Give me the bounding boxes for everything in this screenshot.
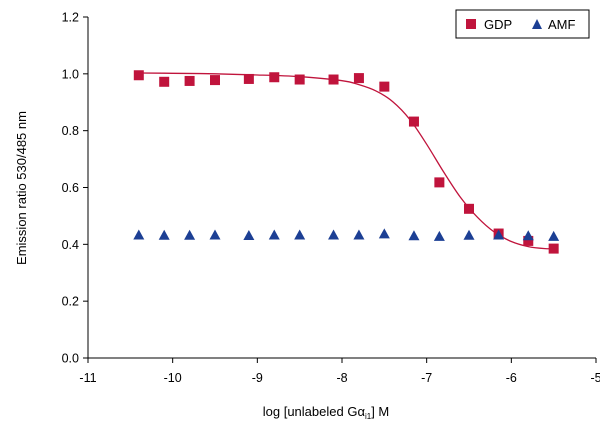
y-tick-label: 0.0	[62, 352, 79, 366]
gdp-point	[379, 81, 390, 92]
legend: GDP AMF	[455, 9, 590, 39]
amf-point	[184, 229, 196, 240]
x-tick-label: -10	[164, 371, 182, 385]
amf-point	[408, 230, 420, 241]
gdp-point	[243, 73, 254, 84]
x-tick-label: -7	[421, 371, 432, 385]
x-ticks: -11 -10 -9 -8 -7 -6 -5	[79, 358, 600, 385]
y-tick-label: 0.2	[62, 295, 79, 309]
legend-amf-marker	[532, 19, 542, 29]
gdp-point	[328, 74, 339, 85]
gdp-point	[269, 72, 280, 83]
amf-point	[493, 229, 505, 240]
x-tick-label: -6	[506, 371, 517, 385]
amf-point	[243, 230, 255, 241]
amf-point	[548, 230, 560, 241]
legend-gdp-label: GDP	[484, 17, 512, 32]
x-axis-title: log [unlabeled Gαi1] M	[263, 404, 390, 421]
x-axis-title-after: ] M	[371, 404, 389, 419]
y-tick-label: 0.6	[62, 181, 79, 195]
gdp-point	[294, 74, 305, 85]
y-tick-label: 1.0	[62, 67, 79, 81]
legend-gdp-marker	[466, 19, 476, 29]
gdp-point	[353, 73, 364, 84]
amf-point	[463, 229, 475, 240]
gdp-point	[133, 70, 144, 81]
gdp-point	[523, 235, 534, 246]
amf-point	[294, 229, 306, 240]
x-tick-label: -11	[79, 371, 96, 385]
gdp-fit-curve	[138, 72, 554, 250]
legend-box	[455, 9, 590, 39]
x-tick-label: -8	[336, 371, 347, 385]
amf-point	[158, 229, 170, 240]
x-axis-title-alpha: α	[357, 404, 365, 419]
y-ticks: 0.0 0.2 0.4 0.6 0.8 1.0 1.2	[62, 11, 88, 366]
gdp-point	[159, 76, 170, 87]
x-tick-label: -9	[252, 371, 263, 385]
amf-point	[378, 228, 390, 239]
gdp-point	[408, 116, 419, 127]
gdp-point	[434, 177, 445, 188]
y-tick-label: 0.4	[62, 238, 79, 252]
gdp-point	[210, 75, 220, 86]
x-axis-title-before: log [unlabeled G	[263, 404, 358, 419]
amf-point	[353, 229, 365, 240]
legend-amf-label: AMF	[548, 17, 576, 32]
y-axis-title: Emission ratio 530/485 nm	[14, 111, 29, 265]
amf-point	[133, 229, 145, 240]
amf-point	[328, 229, 340, 240]
y-tick-label: 0.8	[62, 124, 79, 138]
y-tick-label: 1.2	[62, 11, 79, 25]
gdp-point	[184, 75, 195, 86]
data-markers	[133, 70, 560, 254]
amf-point	[268, 229, 280, 240]
amf-point	[433, 230, 445, 241]
amf-point	[522, 230, 534, 241]
axes	[87, 17, 596, 359]
amf-point	[209, 229, 221, 240]
x-axis-title-sub: i1	[365, 412, 372, 421]
gdp-point	[464, 203, 474, 214]
gdp-point	[548, 243, 559, 254]
x-tick-label: -5	[590, 371, 600, 385]
